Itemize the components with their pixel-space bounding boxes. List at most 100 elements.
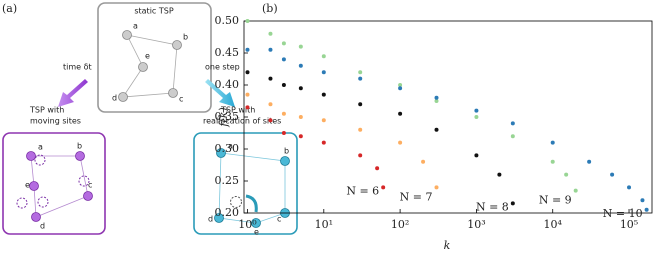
point bbox=[321, 92, 326, 97]
x-tick-label: 10⁵ bbox=[620, 218, 638, 231]
move-arrow bbox=[245, 194, 258, 213]
site-label: b bbox=[183, 33, 188, 42]
point bbox=[268, 102, 273, 107]
y-tick-label: 0.20 bbox=[215, 206, 240, 219]
series-label: N = 6 bbox=[346, 184, 379, 197]
point bbox=[510, 201, 515, 206]
ghost-site bbox=[78, 175, 90, 187]
point bbox=[281, 111, 286, 116]
x-tick-label: 10¹ bbox=[315, 218, 333, 231]
point bbox=[421, 159, 426, 164]
point bbox=[358, 76, 363, 81]
point bbox=[434, 95, 439, 100]
point bbox=[474, 115, 479, 119]
point bbox=[268, 76, 273, 81]
point bbox=[281, 83, 286, 87]
site-label: b bbox=[77, 142, 82, 151]
point bbox=[381, 185, 386, 190]
y-tick-label: 0.30 bbox=[215, 142, 240, 155]
site-label: a bbox=[133, 22, 138, 31]
site bbox=[26, 151, 36, 161]
ghost-site bbox=[16, 197, 28, 209]
arrow-label: time δt bbox=[63, 63, 92, 72]
x-tick-label: 10⁰ bbox=[238, 218, 257, 231]
site-label: e bbox=[25, 181, 30, 190]
point bbox=[245, 47, 250, 52]
tour bbox=[30, 155, 89, 218]
point bbox=[644, 207, 649, 212]
point bbox=[268, 118, 273, 123]
y-tick-label: 0.45 bbox=[215, 46, 240, 59]
point bbox=[245, 105, 250, 110]
box-title: TSP with bbox=[29, 106, 64, 115]
point bbox=[497, 172, 502, 177]
panel-b: (b) k f(k) 10⁰ 10¹ 10² 10³ 10⁴ 10⁵ 0.20 0.25 0.3… bbox=[215, 2, 653, 252]
tour bbox=[122, 34, 178, 98]
x-axis-label: k bbox=[444, 239, 451, 252]
y-tick-label: 0.50 bbox=[215, 14, 240, 27]
site-label: e bbox=[254, 228, 259, 237]
ghost-site bbox=[37, 196, 49, 208]
point bbox=[245, 70, 250, 75]
point bbox=[510, 134, 515, 139]
arrow bbox=[58, 79, 88, 107]
point bbox=[474, 153, 479, 158]
box-title: moving sites bbox=[30, 117, 81, 126]
point bbox=[281, 57, 286, 62]
site-label: a bbox=[38, 143, 43, 152]
point bbox=[245, 19, 250, 23]
site bbox=[75, 151, 85, 161]
point bbox=[587, 159, 592, 164]
x-tick-label: 10⁴ bbox=[544, 218, 563, 231]
site-label: a bbox=[228, 142, 233, 151]
point bbox=[281, 41, 286, 46]
site bbox=[138, 62, 148, 72]
site bbox=[214, 213, 224, 223]
site bbox=[168, 88, 178, 98]
site-label: c bbox=[88, 181, 92, 190]
plot-frame bbox=[243, 20, 653, 214]
point bbox=[550, 140, 555, 145]
site bbox=[83, 191, 93, 201]
point bbox=[268, 31, 273, 36]
panel-label: (a) bbox=[2, 2, 17, 15]
box-title: reallocation of sites bbox=[203, 117, 281, 126]
site bbox=[118, 92, 128, 102]
point bbox=[640, 198, 645, 203]
point bbox=[398, 83, 403, 87]
point bbox=[298, 44, 303, 49]
point bbox=[434, 99, 439, 103]
point bbox=[321, 140, 326, 145]
point bbox=[358, 102, 363, 107]
point bbox=[245, 92, 250, 97]
box-title: TSP with bbox=[220, 106, 255, 115]
point bbox=[398, 111, 403, 116]
y-axis-label: f(k) bbox=[217, 107, 230, 127]
site bbox=[280, 156, 290, 166]
point bbox=[573, 188, 578, 193]
point bbox=[298, 134, 303, 139]
site bbox=[31, 212, 41, 222]
site-label: d bbox=[112, 94, 117, 103]
site bbox=[172, 40, 182, 50]
y-tick-label: 0.35 bbox=[215, 110, 240, 123]
x-tick-label: 10² bbox=[391, 218, 409, 231]
point bbox=[358, 70, 363, 75]
point bbox=[321, 70, 326, 75]
series-label: N = 10 bbox=[603, 207, 643, 220]
point bbox=[434, 127, 439, 132]
point bbox=[358, 153, 363, 158]
site bbox=[216, 148, 226, 158]
panel-label: (b) bbox=[262, 2, 278, 15]
point bbox=[321, 118, 326, 123]
point bbox=[627, 185, 632, 190]
point bbox=[281, 131, 286, 135]
point bbox=[550, 159, 555, 164]
point bbox=[321, 54, 326, 59]
y-tick-label: 0.25 bbox=[215, 174, 240, 187]
static-box bbox=[97, 2, 212, 113]
point bbox=[474, 108, 479, 113]
site bbox=[122, 30, 132, 40]
point bbox=[298, 86, 303, 91]
